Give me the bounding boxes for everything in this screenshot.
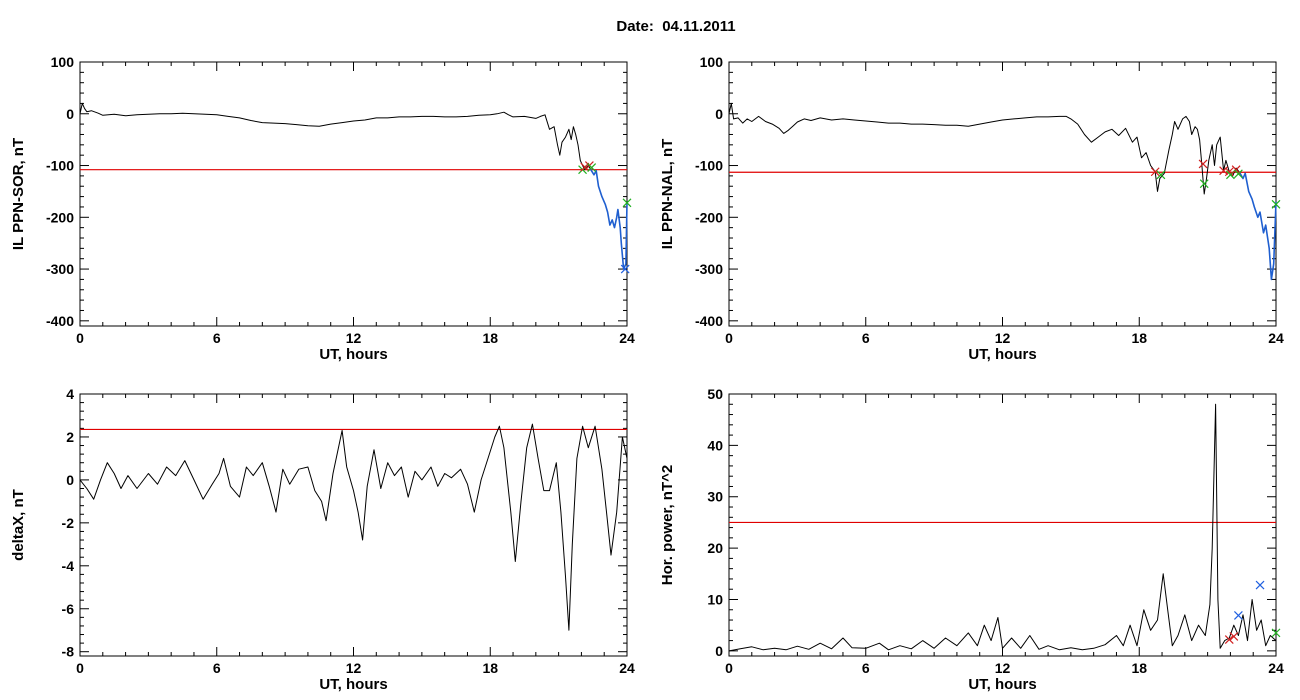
x-tick-label: 12 [346, 330, 362, 346]
event-marker [1198, 159, 1208, 169]
chart-sor: 0 6 12 18 24 -400 -300 -200 -100 0 100 UT, hours IL … [10, 54, 635, 363]
x-tick-label: 24 [619, 330, 635, 346]
series-line-trace [728, 403, 1277, 652]
y-tick-label: 0 [66, 106, 74, 122]
x-tick-label: 12 [346, 660, 362, 676]
y-axis-title: IL PPN-NAL, nT [659, 139, 676, 250]
x-tick-label: 18 [482, 660, 498, 676]
y-tick-label: -400 [695, 313, 723, 329]
x-tick-label: 0 [76, 330, 84, 346]
plot-frame [79, 393, 628, 657]
x-tick-label: 24 [1268, 660, 1284, 676]
x-tick-label: 0 [725, 330, 733, 346]
y-tick-label: -300 [695, 261, 723, 277]
y-tick-label: -6 [62, 601, 75, 617]
event-marker [1156, 170, 1166, 180]
x-tick-label: 12 [995, 330, 1011, 346]
x-tick-label: 6 [213, 660, 221, 676]
y-axis-title: Hor. power, nT^2 [659, 465, 676, 585]
event-marker [1224, 635, 1234, 644]
y-tick-label: -100 [695, 158, 723, 174]
x-tick-label: 18 [1131, 330, 1147, 346]
y-tick-label: -400 [46, 313, 74, 329]
y-tick-label: 100 [700, 54, 724, 70]
y-tick-label: 4 [66, 386, 74, 402]
y-tick-label: -100 [46, 158, 74, 174]
series-line-trace [79, 102, 591, 171]
y-tick-label: 0 [66, 472, 74, 488]
y-axis-title: IL PPN-SOR, nT [10, 138, 27, 250]
x-tick-label: 6 [213, 330, 221, 346]
series-line-storm [1238, 171, 1277, 281]
y-tick-label: 20 [707, 540, 723, 556]
y-tick-label: -8 [62, 644, 75, 660]
page-title: Date: 04.11.2011 [616, 18, 736, 35]
y-tick-label: -300 [46, 261, 74, 277]
plot-frame [728, 61, 1277, 327]
plot-frame [728, 393, 1277, 657]
series-line-trace [728, 102, 1240, 195]
y-tick-label: -200 [46, 209, 74, 225]
x-tick-label: 0 [76, 660, 84, 676]
x-axis-title: UT, hours [968, 346, 1036, 363]
y-tick-label: 30 [707, 489, 723, 505]
event-marker [1233, 169, 1243, 179]
x-tick-label: 12 [995, 660, 1011, 676]
x-tick-label: 6 [862, 660, 870, 676]
event-marker [1224, 167, 1234, 177]
y-tick-label: 10 [707, 591, 723, 607]
y-tick-label: -200 [695, 209, 723, 225]
event-marker [1255, 580, 1265, 590]
x-tick-label: 24 [619, 660, 635, 676]
event-marker [1271, 628, 1281, 638]
event-marker [587, 163, 597, 173]
x-tick-label: 18 [482, 330, 498, 346]
x-tick-label: 24 [1268, 330, 1284, 346]
y-tick-label: 50 [707, 386, 723, 402]
y-tick-label: 0 [715, 106, 723, 122]
x-tick-label: 18 [1131, 660, 1147, 676]
x-tick-label: 6 [862, 330, 870, 346]
y-axis-title: deltaX, nT [10, 489, 27, 561]
event-marker [1233, 610, 1243, 620]
event-marker [622, 198, 632, 208]
x-tick-label: 0 [725, 660, 733, 676]
y-tick-label: 40 [707, 437, 723, 453]
chart-nal: 0 6 12 18 24 -400 -300 -200 -100 0 100 UT, hours IL … [659, 54, 1284, 363]
x-axis-title: UT, hours [319, 346, 387, 363]
event-marker [620, 264, 630, 274]
series-line-trace [79, 423, 628, 631]
chart-power: 0 6 12 18 24 0 10 20 30 40 50 UT, hours Hor. power, … [659, 386, 1284, 693]
y-tick-label: -4 [62, 558, 75, 574]
event-marker [1150, 167, 1160, 177]
y-tick-label: -2 [62, 515, 75, 531]
plot-frame [79, 61, 628, 327]
x-axis-title: UT, hours [319, 676, 387, 693]
event-marker [1271, 199, 1281, 209]
event-marker [1199, 179, 1209, 189]
x-axis-title: UT, hours [968, 676, 1036, 693]
event-marker [1229, 632, 1239, 641]
y-tick-label: 100 [51, 54, 75, 70]
y-tick-label: 0 [715, 643, 723, 659]
y-tick-label: 2 [66, 429, 74, 445]
event-marker [1231, 165, 1241, 175]
series-line-storm [589, 168, 628, 270]
